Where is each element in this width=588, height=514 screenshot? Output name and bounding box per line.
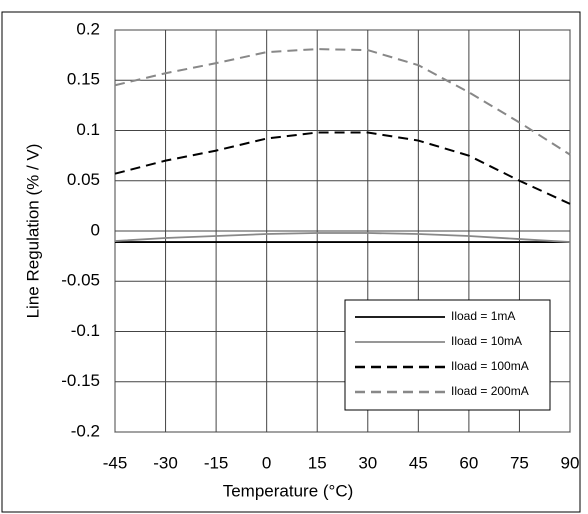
x-tick-label: 45 [409,453,428,472]
legend-label: Iload = 200mA [451,384,529,398]
x-tick-label: 90 [561,453,580,472]
legend-label: Iload = 100mA [451,359,529,373]
x-tick-label: -30 [153,453,178,472]
y-tick-label: -0.2 [71,421,100,440]
x-tick-label: -15 [204,453,229,472]
y-tick-label: 0.15 [67,70,100,89]
series-line [114,48,571,156]
x-axis-label: Temperature (°C) [223,481,354,500]
y-tick-label: -0.1 [71,321,100,340]
legend-label: Iload = 10mA [451,334,522,348]
x-tick-label: 30 [358,453,377,472]
x-tick-label: 60 [459,453,478,472]
legend-label: Iload = 1mA [451,309,515,323]
chart-frame [1,11,581,513]
y-axis-label: Line Regulation (% / V) [23,144,42,319]
y-tick-label: -0.05 [61,271,100,290]
series-line [114,131,571,205]
x-tick-label: 0 [262,453,271,472]
y-tick-label: -0.15 [61,371,100,390]
x-tick-label: 15 [308,453,327,472]
x-tick-label: -45 [103,453,128,472]
series-line [114,232,571,243]
x-tick-label: 75 [510,453,529,472]
y-tick-label: 0.1 [76,120,100,139]
y-tick-label: 0.2 [76,19,100,38]
y-tick-label: 0 [91,220,100,239]
y-tick-label: 0.05 [67,170,100,189]
